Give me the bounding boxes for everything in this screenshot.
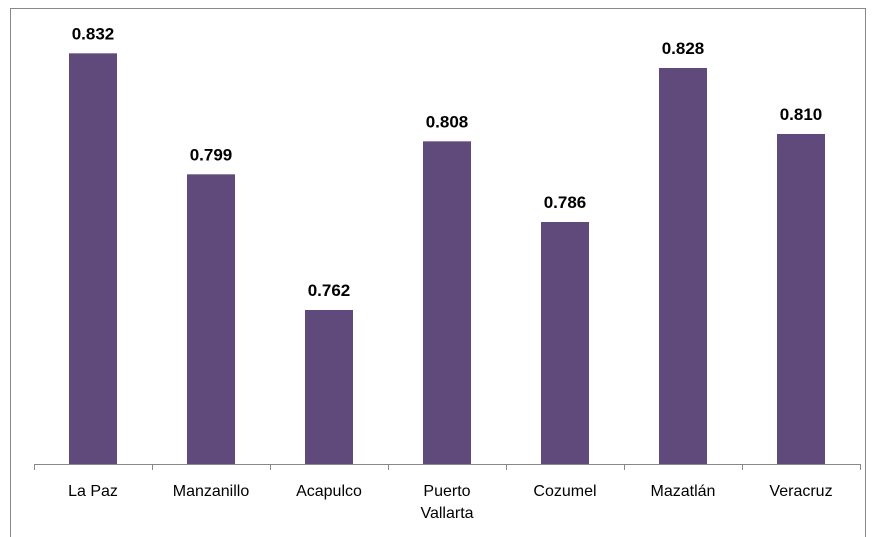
x-tick-label: Puerto Vallarta [420,483,474,522]
bar [541,222,589,464]
bar [659,68,707,464]
x-tick-label: Mazatlán [650,483,716,500]
value-label: 0.828 [662,39,705,58]
bar [423,141,471,465]
value-label: 0.832 [72,24,115,43]
x-tick-label: La Paz [68,483,118,500]
bar [305,310,353,464]
value-label: 0.786 [544,193,587,212]
x-tick-label: Veracruz [769,483,833,500]
chart-border [10,8,866,537]
x-tick-label: Acapulco [296,483,362,500]
bar [69,53,117,464]
bar [777,134,825,464]
bar [187,174,235,465]
value-label: 0.799 [190,145,233,164]
value-label: 0.810 [780,105,823,124]
x-tick-label: Manzanillo [172,483,250,500]
x-tick-label: Cozumel [533,483,597,500]
value-label: 0.762 [308,281,351,300]
value-label: 0.808 [426,112,469,131]
